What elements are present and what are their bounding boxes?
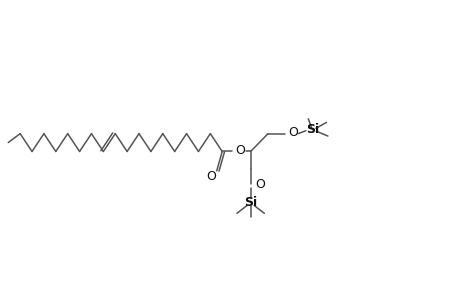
Text: Si: Si (305, 123, 318, 136)
Text: O: O (235, 144, 245, 157)
Text: O: O (255, 178, 265, 191)
Text: O: O (206, 170, 216, 183)
Text: Si: Si (244, 196, 257, 208)
Text: O: O (288, 126, 298, 139)
